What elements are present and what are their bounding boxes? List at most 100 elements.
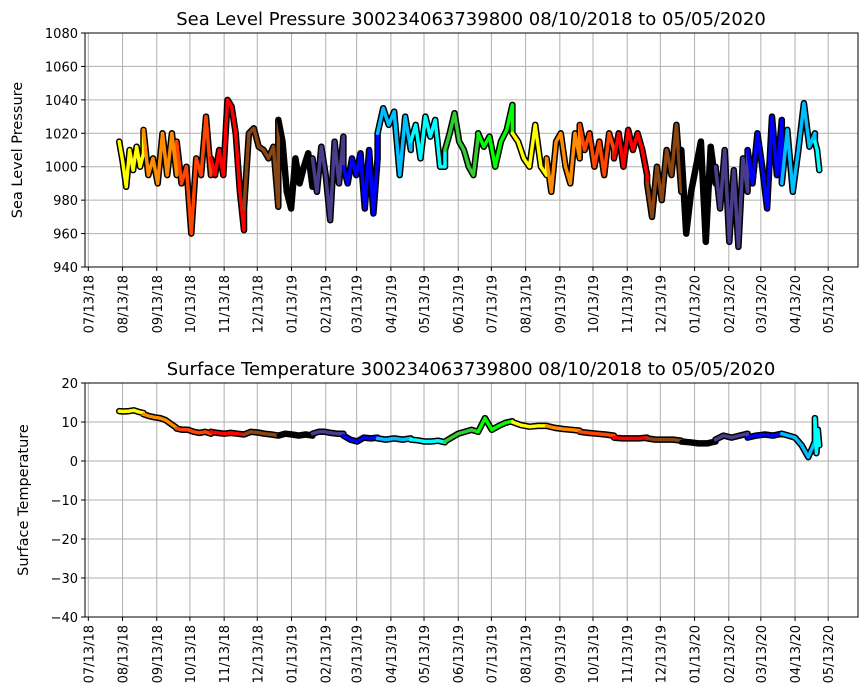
data-point <box>746 190 750 194</box>
data-point <box>741 156 745 160</box>
data-point <box>545 156 549 160</box>
data-point <box>186 428 190 432</box>
data-point <box>117 140 121 144</box>
data-point <box>490 428 494 432</box>
x-tick-label: 01/13/19 <box>286 275 301 333</box>
data-point <box>285 190 289 194</box>
data-point <box>392 110 396 114</box>
data-point <box>578 430 582 434</box>
data-point <box>141 412 146 416</box>
data-point <box>450 436 454 440</box>
data-point <box>736 245 741 249</box>
x-tick-label: 12/13/19 <box>654 275 669 333</box>
data-point <box>771 434 775 438</box>
data-point <box>117 409 121 413</box>
x-tick-label: 08/13/19 <box>520 275 535 333</box>
data-point <box>306 151 310 155</box>
data-point <box>631 148 635 152</box>
x-tick-label: 03/13/20 <box>755 275 770 333</box>
data-point <box>645 173 649 177</box>
data-point <box>355 439 359 444</box>
data-point <box>204 115 208 119</box>
data-point <box>323 430 327 434</box>
data-point <box>796 148 801 152</box>
data-point <box>203 430 207 434</box>
y-tick-label: −40 <box>51 611 78 626</box>
data-point <box>290 432 294 437</box>
data-point <box>433 118 437 122</box>
y-axis-label: Surface Temperature <box>16 424 32 576</box>
data-point <box>217 148 221 152</box>
data-point <box>443 439 447 444</box>
data-point <box>705 441 709 445</box>
x-tick-label: 05/13/20 <box>822 275 837 333</box>
data-point <box>242 432 246 437</box>
data-point <box>371 211 375 216</box>
data-point <box>280 140 285 144</box>
data-point <box>170 131 174 135</box>
data-point <box>713 438 718 442</box>
data-point <box>164 418 168 422</box>
data-point <box>654 438 658 442</box>
data-point <box>124 185 128 189</box>
x-tick-label: 02/13/20 <box>723 625 738 683</box>
data-point <box>750 181 755 185</box>
data-point <box>192 430 196 434</box>
data-point <box>699 140 703 144</box>
y-tick-label: 1080 <box>45 27 78 42</box>
data-point <box>607 131 611 135</box>
data-point <box>302 165 306 169</box>
data-point <box>770 115 774 119</box>
data-point <box>662 438 666 442</box>
data-point <box>242 228 246 232</box>
data-point <box>628 436 633 440</box>
data-point <box>428 135 432 139</box>
y-tick-label: 980 <box>53 194 78 209</box>
data-point <box>765 206 769 211</box>
data-point <box>416 438 420 442</box>
data-point <box>561 427 565 431</box>
data-point <box>487 135 492 139</box>
data-point <box>350 156 354 160</box>
data-point <box>252 126 256 130</box>
data-point <box>763 432 767 437</box>
data-point <box>813 131 817 135</box>
data-point <box>127 409 131 413</box>
data-point <box>249 430 253 434</box>
data-point <box>814 451 819 455</box>
data-point <box>806 455 810 459</box>
x-tick-label: 09/13/19 <box>554 625 569 683</box>
data-point <box>151 156 155 160</box>
data-point <box>813 140 817 144</box>
data-point <box>153 415 157 419</box>
data-point <box>510 131 514 135</box>
data-point <box>398 173 402 177</box>
data-point <box>242 206 246 211</box>
x-tick-label: 10/13/18 <box>184 625 199 683</box>
x-tick-label: 11/13/19 <box>621 625 636 683</box>
data-point <box>554 140 558 144</box>
data-point <box>409 148 413 152</box>
data-point <box>539 165 543 169</box>
y-tick-label: 1060 <box>45 60 78 75</box>
x-tick-label: 01/13/19 <box>286 625 301 683</box>
data-point <box>780 181 784 185</box>
x-tick-label: 07/13/19 <box>485 625 500 683</box>
data-point <box>362 436 366 440</box>
data-point <box>732 168 736 172</box>
data-point <box>329 431 333 435</box>
series-segment-2018-11 <box>209 98 246 232</box>
data-point <box>746 148 750 152</box>
data-point <box>519 423 523 427</box>
data-point <box>469 428 474 432</box>
data-point <box>452 111 457 115</box>
data-point <box>499 140 503 144</box>
x-tick-label: 07/13/19 <box>485 275 500 333</box>
data-point <box>463 430 467 434</box>
x-tick-label: 09/13/18 <box>151 275 166 333</box>
data-point <box>510 420 514 424</box>
data-point <box>346 181 350 185</box>
data-point <box>780 118 784 122</box>
y-tick-label: 940 <box>53 261 78 276</box>
y-tick-label: 1000 <box>45 161 78 176</box>
